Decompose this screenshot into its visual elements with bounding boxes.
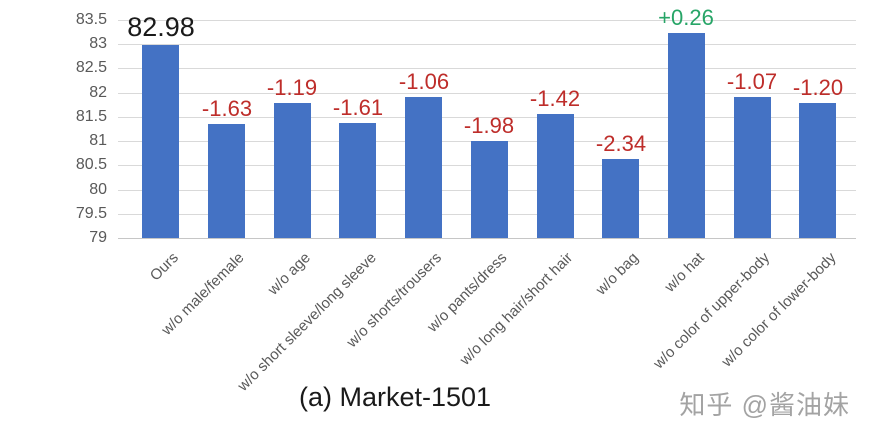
y-tick-label: 80 [89,181,107,198]
bar [734,97,771,238]
y-tick-label: 80.5 [75,156,107,173]
y-tick-label: 81.5 [75,108,107,125]
bar [208,124,245,238]
y-tick-label: 81 [89,132,107,149]
bar [471,141,508,238]
x-category-label: w/o age [264,249,314,299]
y-tick-label: 82.5 [75,59,107,76]
chart-caption: (a) Market-1501 [298,382,492,412]
bar-value-label: 82.98 [127,12,195,42]
bar [405,97,442,238]
bar-value-label: -1.20 [792,75,844,100]
x-category-label: w/o color of lower-body [718,249,840,371]
bar [668,33,705,238]
gridline [118,44,856,45]
x-category-label: Ours [147,249,183,285]
gridline [118,117,856,118]
bar [274,103,311,238]
bar-value-label: -1.07 [726,69,778,94]
bar-value-label: -1.19 [266,75,318,100]
gridline [118,93,856,94]
bar [537,114,574,238]
bar-value-label: -1.98 [463,113,515,138]
bar-value-label: -1.06 [398,69,450,94]
bar [339,123,376,238]
x-axis-line [118,238,856,239]
x-category-label: w/o short sleeve/long sleeve [234,249,380,395]
bar-value-label: -1.42 [529,86,581,111]
x-category-label: w/o color of upper-body [650,249,774,373]
bar [602,159,639,238]
x-category-label: w/o long hair/short hair [457,249,577,369]
x-category-label: w/o bag [592,249,643,299]
bar-value-label: +0.26 [658,5,714,30]
y-tick-label: 79 [89,229,107,246]
bar [142,45,179,238]
watermark: 知乎 @酱油妹 [679,390,850,420]
y-tick-label: 83.5 [75,11,107,28]
y-tick-label: 82 [89,84,107,101]
bar [799,103,836,238]
bar-value-label: -1.61 [332,95,384,120]
y-tick-label: 79.5 [75,205,107,222]
bar-value-label: -2.34 [595,131,647,156]
gridline [118,20,856,21]
x-category-label: w/o hat [661,249,708,296]
gridline [118,68,856,69]
y-tick-label: 83 [89,35,107,52]
bar-value-label: -1.63 [201,96,253,121]
